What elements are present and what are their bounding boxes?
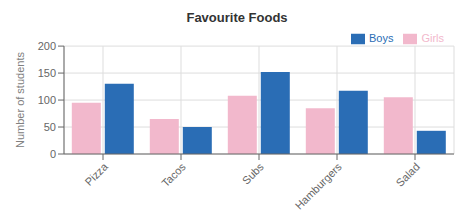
svg-text:150: 150 xyxy=(38,67,56,79)
html-text:Boys: Boys xyxy=(368,32,394,44)
html-text:Girls: Girls xyxy=(421,32,444,44)
svg-text:Salad: Salad xyxy=(394,160,422,188)
svg-text:0: 0 xyxy=(50,148,56,160)
svg-text:Subs: Subs xyxy=(240,160,267,187)
svg-text:Hamburgers: Hamburgers xyxy=(293,160,345,212)
svg-text:Pizza: Pizza xyxy=(82,160,110,188)
svg-text:Tacos: Tacos xyxy=(159,160,188,189)
html-text:Favourite Foods: Favourite Foods xyxy=(186,10,288,25)
svg-text:Number of students: Number of students xyxy=(14,52,26,148)
svg-text:200: 200 xyxy=(38,40,56,52)
svg-text:50: 50 xyxy=(44,121,56,133)
svg-text:100: 100 xyxy=(38,94,56,106)
